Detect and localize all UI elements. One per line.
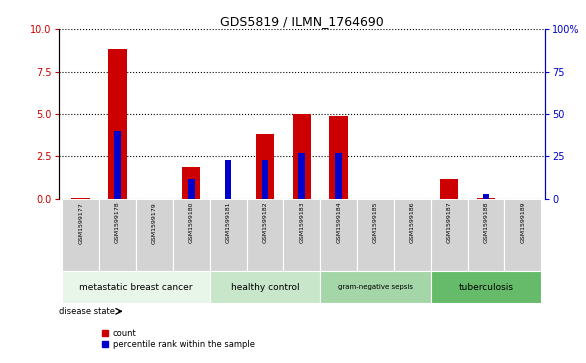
Bar bbox=[261, 160, 268, 199]
Bar bbox=[255, 134, 274, 199]
Bar bbox=[483, 194, 489, 199]
Bar bbox=[431, 199, 468, 271]
Bar bbox=[225, 160, 231, 199]
Bar bbox=[505, 199, 541, 271]
Bar bbox=[320, 271, 431, 303]
Text: GSM1599189: GSM1599189 bbox=[520, 202, 526, 244]
Bar bbox=[440, 179, 458, 199]
Text: GSM1599187: GSM1599187 bbox=[447, 202, 452, 244]
Bar bbox=[292, 114, 311, 199]
Bar bbox=[136, 199, 173, 271]
Text: healthy control: healthy control bbox=[231, 283, 299, 291]
Bar bbox=[62, 271, 210, 303]
Text: GSM1599185: GSM1599185 bbox=[373, 202, 378, 243]
Text: GSM1599188: GSM1599188 bbox=[483, 202, 489, 243]
Bar bbox=[99, 199, 136, 271]
Text: GSM1599179: GSM1599179 bbox=[152, 202, 157, 244]
Bar bbox=[71, 198, 90, 199]
Bar bbox=[477, 198, 495, 199]
Bar bbox=[173, 199, 210, 271]
Bar bbox=[62, 199, 99, 271]
Text: disease state: disease state bbox=[59, 307, 115, 316]
Bar bbox=[188, 179, 195, 199]
Bar bbox=[394, 199, 431, 271]
Bar bbox=[357, 199, 394, 271]
Bar bbox=[247, 199, 284, 271]
Text: GSM1599181: GSM1599181 bbox=[226, 202, 231, 243]
Text: GSM1599177: GSM1599177 bbox=[78, 202, 83, 244]
Bar bbox=[114, 131, 121, 199]
Bar bbox=[468, 199, 505, 271]
Bar bbox=[108, 49, 127, 199]
Bar bbox=[335, 153, 342, 199]
Text: metastatic breast cancer: metastatic breast cancer bbox=[79, 283, 193, 291]
Bar bbox=[210, 271, 320, 303]
Text: GSM1599184: GSM1599184 bbox=[336, 202, 341, 244]
Text: GSM1599182: GSM1599182 bbox=[263, 202, 267, 244]
Legend: count, percentile rank within the sample: count, percentile rank within the sample bbox=[102, 329, 254, 349]
Text: GSM1599180: GSM1599180 bbox=[189, 202, 194, 243]
Text: GSM1599178: GSM1599178 bbox=[115, 202, 120, 244]
Bar bbox=[284, 199, 320, 271]
Bar bbox=[210, 199, 247, 271]
Text: tuberculosis: tuberculosis bbox=[458, 283, 513, 291]
Bar bbox=[298, 153, 305, 199]
Bar bbox=[320, 199, 357, 271]
Text: GSM1599186: GSM1599186 bbox=[410, 202, 415, 243]
Bar bbox=[431, 271, 541, 303]
Bar bbox=[329, 116, 348, 199]
Title: GDS5819 / ILMN_1764690: GDS5819 / ILMN_1764690 bbox=[220, 15, 384, 28]
Text: gram-negative sepsis: gram-negative sepsis bbox=[338, 284, 413, 290]
Text: GSM1599183: GSM1599183 bbox=[299, 202, 304, 244]
Bar bbox=[182, 167, 200, 199]
